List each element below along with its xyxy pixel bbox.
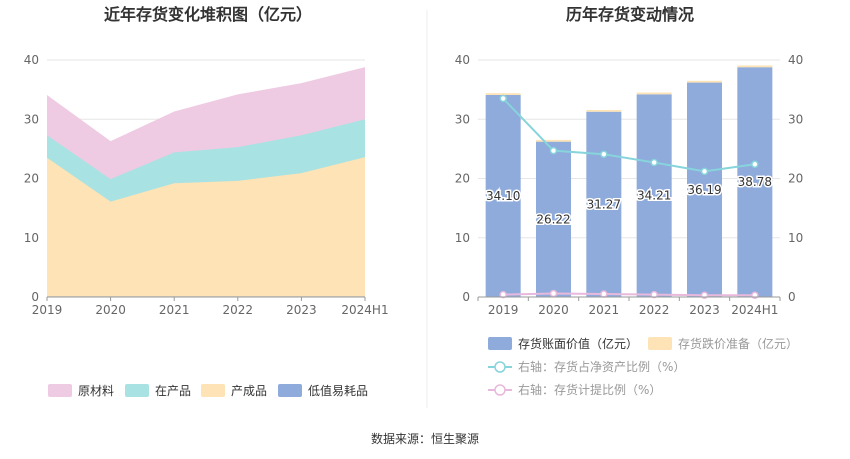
bar-value-label: 26.22 [536, 212, 570, 226]
bar-value-label: 34.10 [486, 189, 520, 203]
net-asset-ratio-point [549, 146, 558, 155]
right-legend-marker [494, 384, 506, 396]
left-legend-label: 低值易耗品 [308, 383, 368, 398]
left-y-tick-label: 20 [24, 172, 39, 186]
right-x-tick-label: 2024H1 [731, 303, 778, 317]
inventory-provision-bar [586, 109, 622, 112]
right-y-tick-label: 0 [462, 290, 470, 304]
inventory-book-value-bar [737, 67, 773, 297]
right-y-tick-label: 20 [455, 172, 470, 186]
bar-value-label: 34.21 [637, 189, 671, 203]
right-chart-bar-labels: 34.10 26.22 31.27 34.21 36.19 38.78 [484, 174, 773, 228]
inventory-provision-bar [687, 80, 722, 83]
net-asset-ratio-point [751, 160, 759, 169]
inventory-provision-bar [536, 139, 571, 142]
left-legend-swatch [125, 384, 149, 397]
right-y-tick-label: 40 [455, 53, 470, 67]
provision-ratio-point [499, 290, 507, 299]
left-legend-swatch [201, 384, 225, 397]
bar-value-label: 31.27 [587, 197, 621, 211]
right-x-tick-label: 2023 [689, 303, 720, 317]
inventory-book-value-bar [687, 82, 722, 297]
provision-ratio-point [650, 290, 658, 299]
right-y2-tick-label: 30 [788, 112, 803, 126]
right-y2-tick-label: 0 [788, 290, 796, 304]
right-y-tick-label: 30 [455, 112, 470, 126]
left-y-tick-label: 10 [24, 231, 39, 245]
left-chart-legend: 原材料 在产品 产成品 低值易耗品 [48, 383, 368, 398]
left-x-tick-label: 2023 [286, 303, 317, 317]
net-asset-ratio-point [499, 94, 507, 103]
provision-ratio-point [600, 290, 608, 298]
left-x-tick-label: 2022 [223, 303, 254, 317]
right-legend-label: 右轴：存货占净资产比例（%） [518, 359, 685, 374]
left-legend-swatch [278, 384, 302, 397]
right-y2-tick-label: 10 [788, 231, 803, 245]
inventory-provision-bar [737, 65, 773, 68]
left-legend-label: 在产品 [155, 384, 191, 398]
right-chart-title: 历年存货变动情况 [566, 5, 694, 24]
inventory-provision-bar [636, 92, 672, 95]
right-chart-bars [485, 65, 773, 298]
provision-ratio-point [549, 289, 558, 298]
data-source-note: 数据来源：恒生聚源 [370, 432, 479, 446]
net-asset-ratio-point [600, 150, 608, 158]
right-x-tick-label: 2022 [639, 303, 670, 317]
left-x-tick-label: 2019 [32, 303, 63, 317]
provision-ratio-line [503, 292, 755, 297]
inventory-book-value-bar [536, 141, 571, 297]
right-y-tick-label: 10 [455, 231, 470, 245]
left-chart-axis: 0 10 20 30 40 2019 2020 2021 2022 2023 2024H1 [24, 53, 389, 317]
left-legend-label: 产成品 [231, 384, 267, 398]
right-legend-swatch [648, 337, 672, 350]
left-legend-swatch [48, 384, 72, 397]
left-chart-areas [47, 67, 365, 297]
right-x-tick-label: 2021 [589, 303, 620, 317]
inventory-book-value-bar [636, 94, 672, 297]
net-asset-ratio-point [700, 167, 709, 176]
right-legend-swatch [488, 337, 512, 350]
right-legend-label: 右轴：存货计提比例（%） [518, 382, 661, 397]
bar-value-label: 38.78 [738, 175, 772, 189]
net-asset-ratio-point [650, 158, 658, 167]
inventory-book-value-bar [485, 94, 521, 298]
left-legend-label: 原材料 [78, 384, 114, 398]
left-x-tick-label: 2024H1 [341, 303, 388, 317]
inventory-book-value-bar [586, 111, 622, 297]
right-legend-marker [494, 361, 506, 373]
bar-value-label: 36.19 [687, 183, 721, 197]
area-finished-goods [47, 157, 365, 297]
left-x-tick-label: 2021 [159, 303, 190, 317]
left-x-tick-label: 2020 [95, 303, 126, 317]
right-legend-label: 存货账面价值（亿元） [518, 336, 638, 351]
right-chart-legend: 存货账面价值（亿元） 存货跌价准备（亿元） 右轴：存货占净资产比例（%） 右轴：存货计… [488, 336, 798, 397]
right-legend-label: 存货跌价准备（亿元） [678, 336, 798, 351]
right-y2-tick-label: 20 [788, 172, 803, 186]
right-x-tick-label: 2019 [488, 303, 519, 317]
left-y-tick-label: 0 [31, 290, 39, 304]
net-asset-ratio-line [502, 97, 755, 173]
right-y2-tick-label: 40 [788, 53, 803, 67]
left-y-tick-label: 40 [24, 53, 39, 67]
left-y-tick-label: 30 [24, 112, 39, 126]
left-chart-title: 近年存货变化堆积图（亿元） [104, 5, 312, 24]
right-chart-axis: 0 10 20 30 40 0 10 20 30 40 2019 2020 2021 2022 2023 20… [455, 53, 804, 317]
inventory-provision-bar [485, 93, 521, 95]
right-x-tick-label: 2020 [538, 303, 569, 317]
right-chart-grid [478, 59, 780, 298]
